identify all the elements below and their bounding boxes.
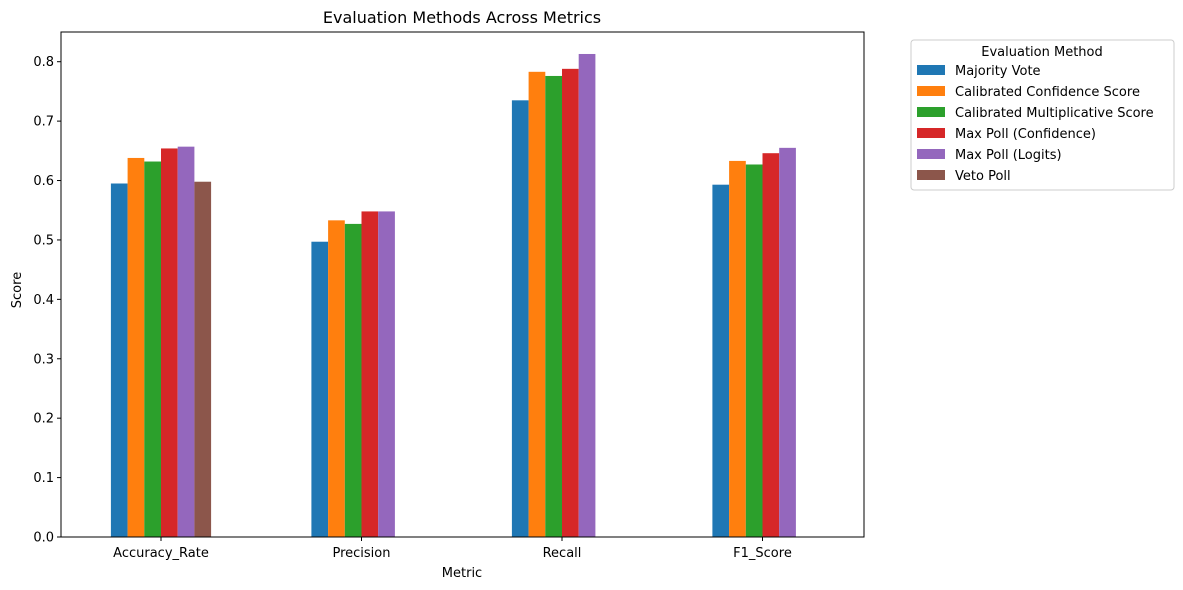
x-axis-label: Metric — [442, 566, 482, 581]
legend-swatch — [917, 107, 945, 117]
legend: Evaluation Method Majority Vote Calibrate… — [910, 39, 1175, 191]
y-tick-label: 0.8 — [33, 55, 54, 70]
x-tick-label: Accuracy_Rate — [113, 546, 209, 561]
legend-items: Majority Vote Calibrated Confidence Score… — [917, 64, 1154, 184]
bar-4-2 — [578, 53, 596, 537]
bar-0-1 — [311, 241, 329, 537]
bar-1-1 — [328, 220, 345, 537]
bar-2-1 — [344, 223, 362, 537]
y-tick-label: 0.7 — [33, 115, 54, 130]
legend-label: Veto Poll — [955, 169, 1011, 184]
bar-3-1 — [361, 211, 379, 538]
y-tick-label: 0.4 — [33, 293, 54, 308]
bar-4-0 — [177, 146, 195, 537]
bar-2-3 — [745, 164, 763, 538]
legend-label: Calibrated Multiplicative Score — [955, 106, 1154, 121]
chart-title: Evaluation Methods Across Metrics — [323, 8, 601, 27]
bar-0-3 — [712, 184, 730, 537]
bar-3-0 — [161, 148, 178, 537]
legend-label: Max Poll (Confidence) — [955, 127, 1096, 142]
x-tick-label: Precision — [332, 546, 390, 561]
bar-1-2 — [528, 71, 546, 537]
legend-swatch — [917, 128, 945, 138]
y-axis: 0.0 0.1 0.2 0.3 0.4 0.5 0.6 0.7 0.8 — [33, 55, 61, 546]
legend-title: Evaluation Method — [981, 45, 1102, 60]
x-tick-label: Recall — [543, 546, 582, 561]
y-tick-label: 0.2 — [33, 412, 54, 427]
bar-1-3 — [729, 160, 746, 538]
bar-0-2 — [511, 100, 529, 537]
y-tick-label: 0.5 — [33, 233, 54, 248]
legend-swatch — [917, 65, 945, 75]
y-tick-label: 0.0 — [33, 531, 54, 546]
bar-0-0 — [110, 183, 128, 537]
legend-label: Calibrated Confidence Score — [955, 85, 1140, 100]
y-tick-label: 0.6 — [33, 174, 54, 189]
x-tick-label: F1_Score — [733, 546, 792, 561]
bar-1-0 — [127, 157, 145, 537]
y-axis-label: Score — [10, 272, 25, 308]
bar-5-0 — [194, 181, 212, 537]
legend-swatch — [917, 170, 945, 180]
legend-frame — [910, 39, 1175, 191]
legend-label: Max Poll (Logits) — [955, 148, 1062, 163]
bars-group — [110, 53, 796, 538]
legend-label: Majority Vote — [955, 64, 1041, 79]
bar-3-2 — [562, 68, 579, 537]
bar-4-1 — [378, 211, 395, 538]
x-axis: Accuracy_Rate Precision Recall F1_Score — [113, 537, 792, 561]
legend-swatch — [917, 149, 945, 159]
bar-3-3 — [762, 153, 780, 537]
bar-2-0 — [144, 161, 161, 537]
bar-2-2 — [545, 75, 562, 538]
y-tick-label: 0.1 — [33, 471, 54, 486]
bar-4-3 — [779, 147, 796, 537]
y-tick-label: 0.3 — [33, 352, 54, 367]
plot-frame — [60, 31, 865, 538]
legend-swatch — [917, 86, 945, 96]
